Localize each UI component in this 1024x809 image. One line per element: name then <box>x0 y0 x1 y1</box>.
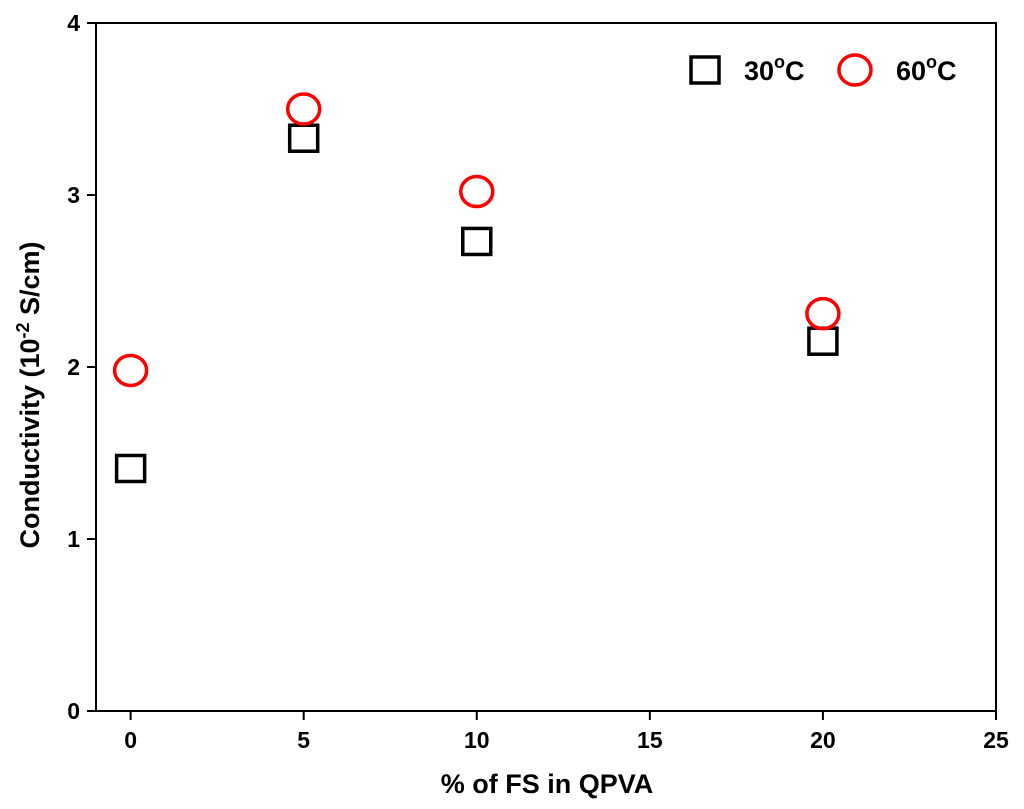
y-axis-label: Conductivity (10-2 S/cm) <box>13 241 45 548</box>
y-tick-label: 0 <box>67 698 80 724</box>
x-tick-label: 15 <box>637 727 663 753</box>
data-point-circle <box>805 296 841 331</box>
plot-area: 0 5 10 15 20 25 0 1 2 3 4 <box>67 10 1009 753</box>
x-axis-label: % of FS in QPVA <box>441 769 654 799</box>
y-axis-label-suffix: S/cm) <box>15 241 45 322</box>
data-point-circle <box>112 353 149 388</box>
y-axis-label-prefix: Conductivity (10 <box>15 339 45 549</box>
data-point-square <box>287 123 320 153</box>
x-tick-label: 0 <box>124 727 137 753</box>
data-point-square <box>807 326 839 356</box>
y-tick-label: 3 <box>67 182 80 208</box>
y-tick-label: 2 <box>67 354 80 380</box>
data-point-square <box>461 226 493 257</box>
y-tick-label: 1 <box>67 526 80 552</box>
legend: 30oC 60oC <box>689 52 957 87</box>
y-axis-label-exponent: -2 <box>13 322 33 338</box>
legend-circle-marker <box>837 53 873 87</box>
data-point-circle <box>459 174 495 209</box>
data-point-circle <box>285 92 322 126</box>
legend-label: 30oC <box>744 52 805 86</box>
x-tick-label: 25 <box>983 727 1009 753</box>
legend-square-marker <box>689 55 721 85</box>
legend-label: 60oC <box>896 52 957 86</box>
y-tick-label: 4 <box>67 10 80 36</box>
plot-frame <box>95 22 997 712</box>
x-tick-label: 5 <box>297 727 310 753</box>
x-tick-label: 10 <box>464 727 490 753</box>
x-tick-label: 20 <box>810 727 836 753</box>
data-point-square <box>114 453 147 484</box>
